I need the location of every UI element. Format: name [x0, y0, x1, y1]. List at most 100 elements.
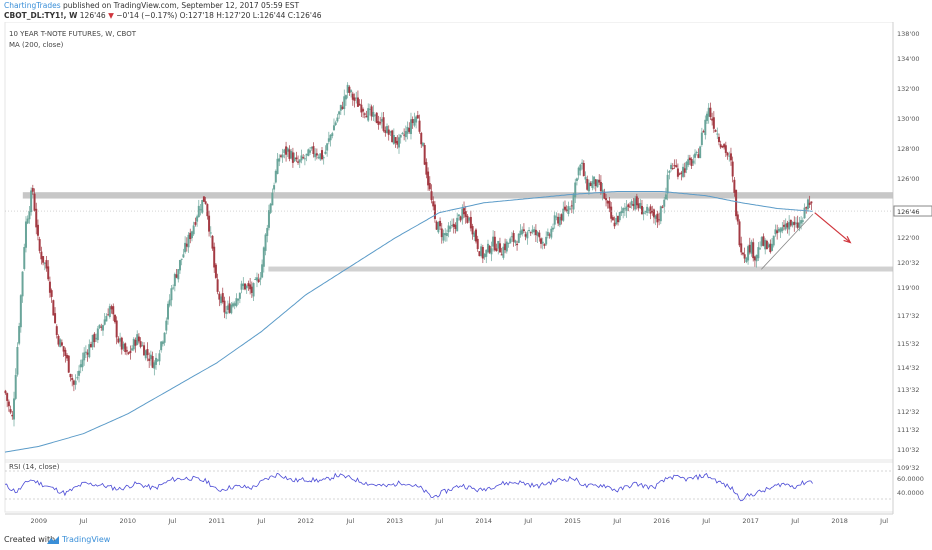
candle-body	[139, 341, 142, 347]
candle-body	[226, 305, 229, 310]
price-chart[interactable]: 138'00134'00132'00130'00128'00126'00124'…	[0, 22, 932, 530]
candle-body	[598, 179, 601, 183]
candle-body	[208, 215, 211, 232]
candle-body	[476, 238, 479, 250]
candle-body	[676, 168, 679, 177]
candle-body	[54, 313, 57, 324]
candle-body	[358, 103, 361, 106]
candle-body	[753, 256, 756, 261]
candle-body	[127, 352, 130, 354]
candle-body	[384, 130, 387, 133]
candle-body	[731, 161, 734, 177]
candle-body	[430, 191, 433, 201]
candle-body	[789, 219, 792, 226]
candle-body	[7, 401, 10, 407]
candle-body	[184, 242, 187, 253]
candle-body	[502, 246, 505, 258]
x-tick-label: Jul	[167, 517, 176, 525]
candle-body	[329, 134, 332, 141]
candle-body	[623, 208, 626, 210]
candle-body	[33, 193, 36, 211]
candle-body	[707, 107, 710, 117]
candle-body	[178, 260, 181, 271]
candle-body	[622, 208, 625, 213]
candle-body	[587, 182, 590, 192]
footer: Created with TradingView	[0, 530, 932, 550]
candle-body	[223, 300, 226, 313]
candle-body	[524, 234, 527, 237]
candle-body	[415, 116, 418, 123]
forecast-arrow	[814, 212, 851, 243]
candle-body	[620, 211, 623, 214]
candle-body	[312, 146, 315, 155]
y-tick-label: 122'00	[897, 234, 919, 242]
price-change: −0'14 (−0.17%)	[116, 11, 178, 20]
candle-body	[295, 157, 298, 160]
candle-body	[264, 234, 267, 251]
candle-body	[543, 244, 546, 246]
x-tick-label: Jul	[345, 517, 354, 525]
tradingview-link[interactable]: TradingView	[62, 535, 111, 544]
candle-body	[274, 170, 277, 183]
candle-body	[47, 266, 50, 280]
y-tick-label: 110'32	[897, 446, 919, 454]
candle-body	[165, 320, 168, 331]
candle-body	[771, 243, 774, 251]
candle-body	[485, 249, 488, 257]
candle-body	[149, 354, 152, 360]
candle-body	[432, 201, 435, 207]
candle-body	[18, 326, 21, 344]
candle-body	[521, 229, 524, 235]
x-tick-label: Jul	[434, 517, 443, 525]
candle-body	[480, 246, 483, 256]
candle-body	[98, 324, 101, 328]
candle-body	[507, 242, 510, 244]
author-link[interactable]: ChartingTrades	[4, 1, 61, 10]
low-value: L:126'44	[252, 11, 286, 20]
support-zone	[268, 266, 893, 272]
candle-body	[512, 233, 515, 242]
candle-body	[387, 129, 390, 135]
candle-body	[664, 194, 667, 200]
candle-body	[235, 298, 238, 307]
candle-body	[779, 228, 782, 233]
y-tick-label: 126'00	[897, 175, 919, 183]
candle-body	[326, 143, 329, 151]
candle-body	[717, 136, 720, 143]
candle-body	[505, 241, 508, 252]
candle-body	[500, 254, 503, 256]
candle-body	[627, 204, 630, 207]
candle-body	[617, 215, 620, 223]
candle-body	[423, 145, 426, 165]
candle-body	[11, 414, 14, 417]
candle-body	[644, 210, 647, 212]
candle-body	[189, 232, 192, 240]
candle-body	[355, 97, 358, 99]
candle-body	[298, 159, 301, 163]
candle-body	[257, 279, 260, 283]
candle-body	[555, 216, 558, 218]
candle-body	[372, 111, 375, 117]
candle-body	[726, 152, 729, 156]
candle-body	[52, 300, 55, 316]
candle-body	[517, 233, 520, 243]
candle-body	[158, 353, 161, 362]
candle-body	[747, 246, 750, 261]
candle-body	[307, 149, 310, 157]
y-tick-label: 128'00	[897, 145, 919, 153]
candle-body	[84, 351, 87, 353]
candle-body	[339, 104, 342, 111]
candle-body	[286, 148, 289, 152]
high-value: H:127'20	[216, 11, 251, 20]
candle-body	[748, 244, 751, 253]
candle-body	[360, 104, 363, 113]
candle-body	[678, 173, 681, 175]
candle-body	[283, 149, 286, 154]
candle-body	[321, 150, 324, 160]
candle-body	[394, 137, 397, 144]
candle-body	[546, 231, 549, 236]
candle-body	[90, 344, 93, 348]
candle-body	[35, 208, 38, 228]
candle-body	[67, 355, 70, 373]
candle-body	[30, 190, 33, 213]
